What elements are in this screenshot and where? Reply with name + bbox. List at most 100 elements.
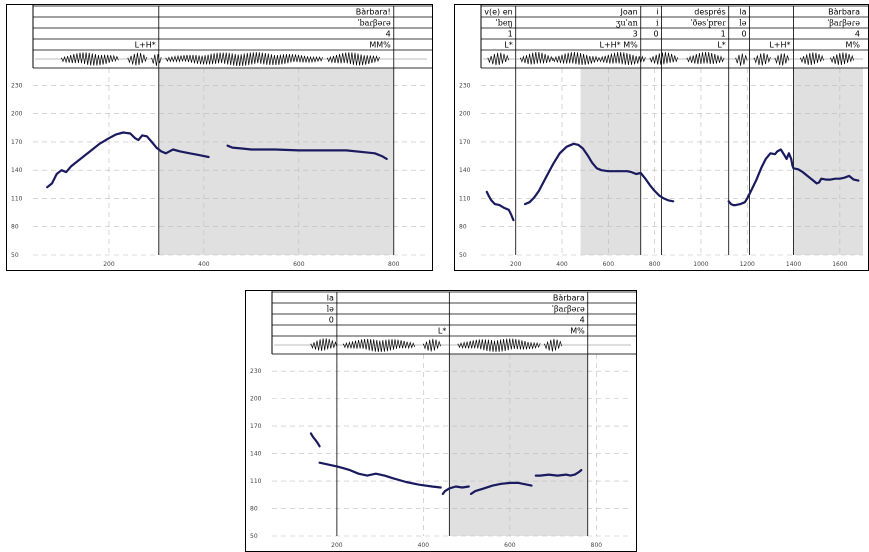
pitch-panel-joan-i-despres-la-barbara: 50 80 110 140 170 200 230 200 400 600 800 1000 1200 1… (454, 4, 869, 271)
tier-label: 0 (741, 30, 746, 39)
y-tick-label: 50 (11, 252, 19, 259)
shaded-region (158, 68, 394, 255)
tier-label: 4 (580, 316, 585, 325)
waveform-burst (151, 53, 162, 66)
f0-contour-segment (441, 485, 470, 495)
y-tick-label: 140 (250, 451, 262, 458)
f0-contour-segment (534, 469, 583, 477)
y-tick-label: 80 (459, 224, 467, 231)
f0-contour-segment (727, 148, 860, 207)
tier-label: Bàrbara! (356, 8, 391, 17)
waveform-burst (649, 52, 679, 65)
tier-label: 1 (721, 30, 726, 39)
y-tick-label: 80 (11, 224, 19, 231)
tier-label: la (327, 294, 334, 303)
tier-label: 4 (855, 30, 860, 39)
waveform-burst (753, 53, 771, 66)
y-tick-label: 50 (250, 533, 258, 540)
tier-label: 0 (653, 30, 658, 39)
y-tick-label: 200 (11, 111, 23, 118)
pitch-track-svg: 50 80 110 140 170 200 230 200 400 600 800 Bàrbara! ˈ… (11, 5, 432, 268)
x-tick-label: 800 (649, 261, 661, 268)
waveform-burst (310, 338, 338, 351)
x-tick-label: 1600 (832, 261, 847, 268)
tier-label: ʒuˈan (616, 19, 638, 28)
tier-label: 1 (508, 30, 513, 39)
waveform-burst (343, 338, 416, 353)
f0-contour-segment (469, 481, 533, 495)
tier-label: ˈðəsˈpreɾ (690, 19, 726, 28)
tier-label: L+H* (769, 41, 790, 50)
tier-label: 3 (633, 30, 638, 39)
pitch-panel-barbara-exclamation: 50 80 110 140 170 200 230 200 400 600 800 Bàrbara! ˈ… (6, 4, 433, 271)
tier-label: L* (717, 41, 725, 50)
y-tick-label: 50 (459, 252, 467, 259)
pitch-panel-la-barbara: 50 80 110 140 170 200 230 200 400 600 800 la Bàrbara… (245, 290, 637, 552)
x-tick-label: 1200 (740, 261, 755, 268)
f0-contour-segment (46, 131, 210, 189)
x-tick-label: 1000 (693, 261, 708, 268)
waveform-burst (423, 338, 442, 352)
waveform-burst (552, 52, 600, 66)
y-tick-label: 170 (459, 139, 471, 146)
tier-label: MM% (369, 41, 391, 50)
y-tick-label: 230 (250, 368, 262, 375)
f0-contour-segment (318, 461, 442, 489)
y-tick-label: 230 (459, 82, 471, 89)
y-tick-label: 170 (250, 423, 262, 430)
waveform-burst (61, 52, 119, 66)
x-tick-label: 600 (293, 261, 305, 268)
tier-label: L* (504, 41, 512, 50)
tier-label: 0 (329, 316, 334, 325)
shaded-region (793, 68, 863, 255)
waveform-burst (598, 52, 646, 66)
y-tick-label: 230 (11, 82, 23, 89)
waveform-burst (774, 53, 790, 66)
tier-label: Bàrbara (828, 8, 860, 17)
tier-label: L+H* M% (600, 41, 639, 50)
y-tick-label: 110 (250, 478, 262, 485)
f0-contour-segment (485, 190, 515, 222)
tier-label: la (739, 8, 746, 17)
x-tick-label: 400 (556, 261, 568, 268)
y-tick-label: 200 (250, 396, 262, 403)
waveform-burst (520, 52, 554, 65)
pitch-track-svg: 50 80 110 140 170 200 230 200 400 600 800 la Bàrbara… (250, 291, 636, 549)
waveform-burst (326, 52, 380, 66)
x-tick-label: 1400 (786, 261, 801, 268)
tier-label: L+H* (135, 41, 156, 50)
x-tick-label: 400 (418, 542, 430, 549)
waveform-burst (544, 338, 563, 352)
f0-contour-segment (523, 142, 675, 206)
x-tick-label: 400 (198, 261, 210, 268)
tier-label: ˈbaɾβəɾə (357, 19, 391, 28)
x-tick-label: 800 (388, 261, 400, 268)
tier-label: v(e) en (484, 8, 512, 17)
tier-label: i (656, 19, 659, 28)
x-tick-label: 200 (331, 542, 343, 549)
y-tick-label: 170 (11, 139, 23, 146)
tier-label: lə (327, 305, 335, 314)
tier-label: ˈbeŋ (496, 19, 513, 28)
tier-label: Joan (620, 8, 638, 17)
tier-label: ˈβaɾβəɾə (827, 19, 860, 28)
shaded-region (449, 354, 588, 536)
f0-contour-segment (226, 144, 388, 160)
y-tick-label: 80 (250, 506, 258, 513)
waveform-burst (735, 53, 748, 66)
waveform-burst (830, 52, 855, 65)
tier-label: M% (845, 41, 860, 50)
tier-label: i (656, 8, 658, 17)
x-tick-label: 200 (103, 261, 115, 268)
y-tick-label: 140 (11, 167, 23, 174)
tier-label: Bàrbara (553, 294, 585, 303)
waveform-burst (800, 52, 824, 65)
tier-label: 4 (386, 30, 391, 39)
tier-label: L* (438, 327, 446, 336)
x-tick-label: 600 (603, 261, 615, 268)
y-tick-label: 200 (459, 111, 471, 118)
tier-label: ˈβaɾβəɾə (552, 305, 585, 314)
tier-label: M% (570, 327, 585, 336)
x-tick-label: 200 (510, 261, 522, 268)
